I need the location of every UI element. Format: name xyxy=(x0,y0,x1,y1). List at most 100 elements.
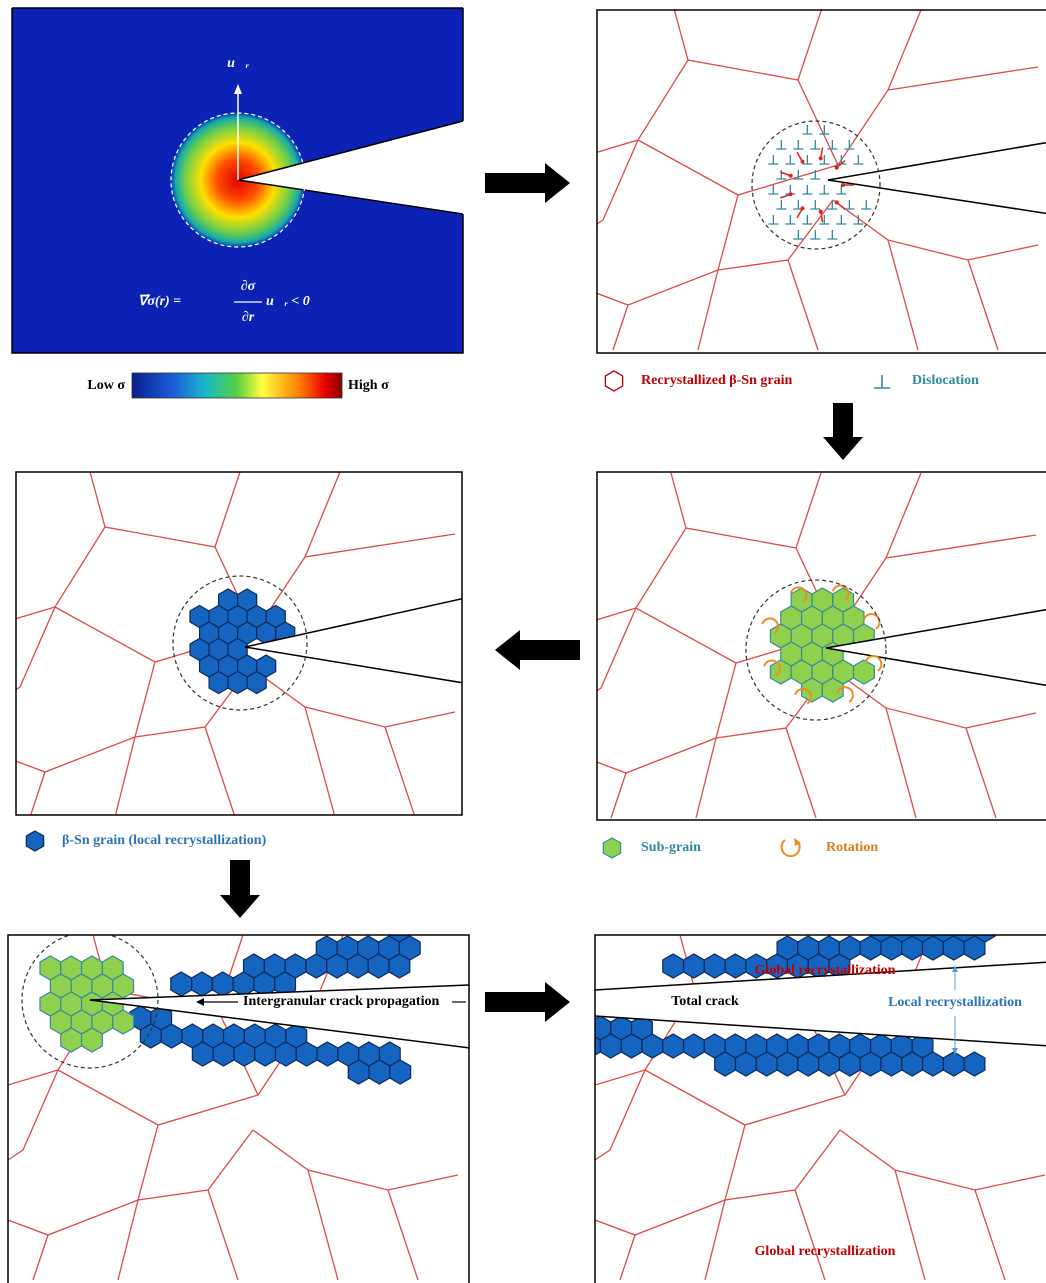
hexagon xyxy=(663,1034,684,1058)
hexagon xyxy=(725,954,746,978)
hexagon xyxy=(209,672,228,694)
hexagon xyxy=(777,1052,798,1076)
hexagon xyxy=(296,1042,317,1066)
legend-label: Dislocation xyxy=(912,373,979,388)
stress-arrow-head xyxy=(835,200,839,204)
panel xyxy=(586,472,1046,820)
legend-icon xyxy=(605,371,622,391)
hexagon xyxy=(756,1052,777,1076)
annotation: Intergranular crack propagation xyxy=(243,994,439,1009)
hexagon xyxy=(389,954,410,978)
process-arrow xyxy=(220,860,260,918)
stress-arrow-head xyxy=(801,206,805,210)
hexagon xyxy=(902,1052,923,1076)
panel xyxy=(588,5,1046,353)
hexagon xyxy=(839,1052,860,1076)
hexagon xyxy=(684,1034,705,1058)
hexagon xyxy=(234,1042,255,1066)
hexagon xyxy=(943,936,964,960)
process-arrow xyxy=(823,403,863,460)
hexagon xyxy=(819,1052,840,1076)
hexagon xyxy=(306,954,327,978)
stress-arrow-head xyxy=(801,160,805,164)
hexagon xyxy=(663,954,684,978)
hexagon xyxy=(684,954,705,978)
legend-icon xyxy=(26,831,43,851)
hexagon xyxy=(964,1052,985,1076)
hexagon xyxy=(113,1010,134,1034)
legend-label: Rotation xyxy=(826,840,878,855)
hexagon xyxy=(923,1052,944,1076)
stress-arrow-head xyxy=(835,166,839,170)
hexagon xyxy=(347,954,368,978)
formula-denominator: ∂r xyxy=(242,310,255,325)
hexagon xyxy=(61,1028,82,1052)
stress-arrow-head xyxy=(841,183,845,187)
hexagon xyxy=(881,1052,902,1076)
process-arrow xyxy=(485,982,570,1022)
colorbar xyxy=(132,373,342,398)
stress-arrow-head xyxy=(789,192,793,196)
label-global: Global recrystallization xyxy=(755,1244,896,1259)
hexagon xyxy=(964,936,985,960)
hexagon xyxy=(735,1052,756,1076)
label-local: Local recrystallization xyxy=(888,995,1022,1010)
shapes xyxy=(5,5,1046,1283)
hexagon xyxy=(192,972,213,996)
hexagon xyxy=(275,1042,296,1066)
hexagon xyxy=(327,954,348,978)
hexagon xyxy=(621,1034,642,1058)
panel xyxy=(8,918,470,1283)
hexagon xyxy=(213,1042,234,1066)
hexagon xyxy=(317,1042,338,1066)
hexagon xyxy=(369,1060,390,1084)
hexagon xyxy=(368,954,389,978)
vector-label: u⃗ᵣ xyxy=(227,56,250,71)
hexagon xyxy=(161,1024,182,1048)
panel xyxy=(5,472,470,817)
process-arrow xyxy=(485,163,570,203)
legend-label: β-Sn grain (local recrystallization) xyxy=(62,833,267,848)
hexagon xyxy=(212,972,233,996)
hexagon xyxy=(860,1052,881,1076)
hexagon xyxy=(770,660,791,684)
hexagon xyxy=(642,1034,663,1058)
formula-numerator: ∂σ xyxy=(241,279,256,294)
hexagon xyxy=(171,972,192,996)
hexagon xyxy=(82,1028,103,1052)
process-arrow xyxy=(495,630,580,670)
hexagon xyxy=(923,936,944,960)
colorbar-high: High σ xyxy=(348,378,389,393)
diagram: u⃗ᵣ ∇⃗σ(r) = ∂σ ∂r u⃗ᵣ < 0 Low σ High σ Recryst… xyxy=(0,0,1046,1283)
hexagon xyxy=(140,1024,161,1048)
hexagon xyxy=(580,1034,601,1058)
legend-icon xyxy=(603,838,620,858)
legend-label: Recrystallized β-Sn grain xyxy=(641,373,792,388)
hexagon xyxy=(192,1042,213,1066)
hexagon xyxy=(390,1060,411,1084)
formula-rhs: u⃗ᵣ < 0 xyxy=(266,294,310,309)
hexagon xyxy=(881,936,902,960)
hexagon xyxy=(255,1042,276,1066)
hexagon xyxy=(228,672,247,694)
hexagon xyxy=(860,936,881,960)
hexagon xyxy=(798,1052,819,1076)
hexagon xyxy=(902,936,923,960)
hexagon xyxy=(715,1052,736,1076)
legend-icon xyxy=(874,375,890,388)
formula-lhs: ∇⃗σ(r) = xyxy=(138,294,181,309)
hexagon xyxy=(704,954,725,978)
hexagon xyxy=(247,672,266,694)
stress-arrow-head xyxy=(819,156,823,160)
hexagon xyxy=(943,1052,964,1076)
hexagon xyxy=(233,972,254,996)
stress-arrow-head xyxy=(789,174,793,178)
legend-label: Sub-grain xyxy=(641,840,701,855)
label-global: Global recrystallization xyxy=(755,963,896,978)
hexagon xyxy=(854,660,875,684)
label-total-crack: Total crack xyxy=(671,994,739,1009)
hexagon xyxy=(348,1060,369,1084)
colorbar-low: Low σ xyxy=(87,378,125,393)
stress-arrow-head xyxy=(819,210,823,214)
hexagon xyxy=(600,1034,621,1058)
